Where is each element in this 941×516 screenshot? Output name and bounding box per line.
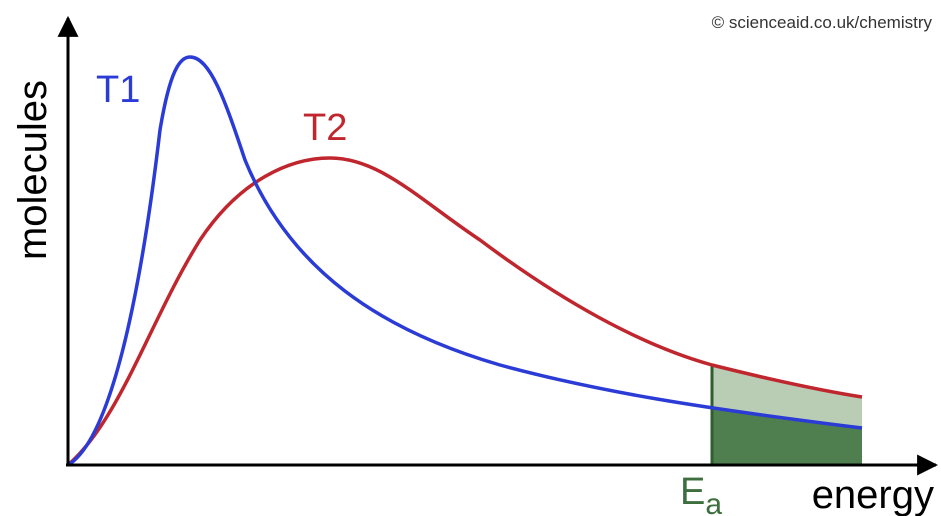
- curve-label: T1: [96, 69, 140, 111]
- x-axis-label: energy: [812, 473, 934, 516]
- ea-subscript: a: [705, 488, 722, 516]
- copyright: © scienceaid.co.uk/chemistry: [712, 13, 933, 32]
- curve-label: T2: [303, 107, 347, 149]
- ea-label: Ea: [680, 471, 722, 516]
- y-axis-label: molecules: [11, 80, 55, 260]
- ea-symbol: E: [680, 471, 705, 513]
- curve-t1: [67, 55, 863, 467]
- shade-below: [712, 409, 862, 465]
- curve-t2: [66, 156, 863, 467]
